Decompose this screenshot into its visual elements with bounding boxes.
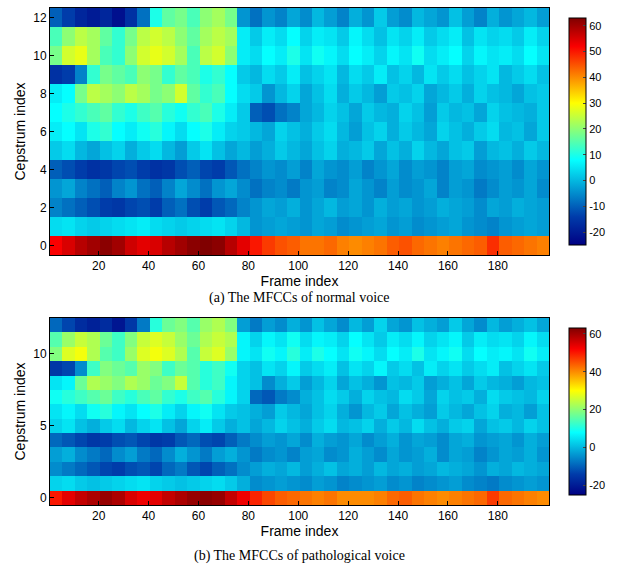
svg-text:60: 60 [589,20,601,32]
svg-text:20: 20 [589,403,601,415]
svg-text:80: 80 [242,259,256,273]
svg-text:20: 20 [92,259,106,273]
svg-text:-20: -20 [589,479,605,491]
svg-text:40: 40 [589,71,601,83]
svg-text:140: 140 [388,259,408,273]
svg-text:160: 160 [438,259,458,273]
svg-text:8: 8 [40,87,47,101]
svg-text:0: 0 [589,174,595,186]
svg-text:10: 10 [33,347,47,361]
svg-text:100: 100 [288,259,308,273]
svg-text:5: 5 [40,419,47,433]
svg-text:40: 40 [142,509,156,523]
svg-text:100: 100 [288,509,308,523]
svg-text:Frame index: Frame index [261,273,339,289]
svg-text:-10: -10 [589,200,605,212]
svg-text:12: 12 [33,11,47,25]
svg-text:180: 180 [488,509,508,523]
svg-text:(b) The MFCCs of pathological: (b) The MFCCs of pathological voice [194,548,405,564]
svg-text:-20: -20 [589,226,605,238]
svg-text:120: 120 [338,509,358,523]
svg-text:50: 50 [589,45,601,57]
svg-text:Frame index: Frame index [261,523,339,539]
svg-text:0: 0 [40,491,47,505]
svg-text:20: 20 [589,123,601,135]
svg-text:10: 10 [589,149,601,161]
svg-text:60: 60 [589,328,601,340]
svg-text:140: 140 [388,509,408,523]
svg-text:60: 60 [192,259,206,273]
svg-text:180: 180 [488,259,508,273]
svg-text:0: 0 [40,239,47,253]
svg-text:Cepstrum index: Cepstrum index [12,362,28,460]
svg-text:Cepstrum index: Cepstrum index [12,82,28,180]
svg-text:4: 4 [40,163,47,177]
svg-text:20: 20 [92,509,106,523]
svg-text:2: 2 [40,201,47,215]
svg-text:60: 60 [192,509,206,523]
svg-text:6: 6 [40,125,47,139]
svg-text:160: 160 [438,509,458,523]
svg-text:10: 10 [33,49,47,63]
svg-text:120: 120 [338,259,358,273]
svg-text:0: 0 [589,441,595,453]
svg-text:80: 80 [242,509,256,523]
svg-text:40: 40 [589,366,601,378]
svg-text:30: 30 [589,97,601,109]
svg-text:40: 40 [142,259,156,273]
svg-text:(a) The MFCCs of normal voice: (a) The MFCCs of normal voice [209,290,390,306]
